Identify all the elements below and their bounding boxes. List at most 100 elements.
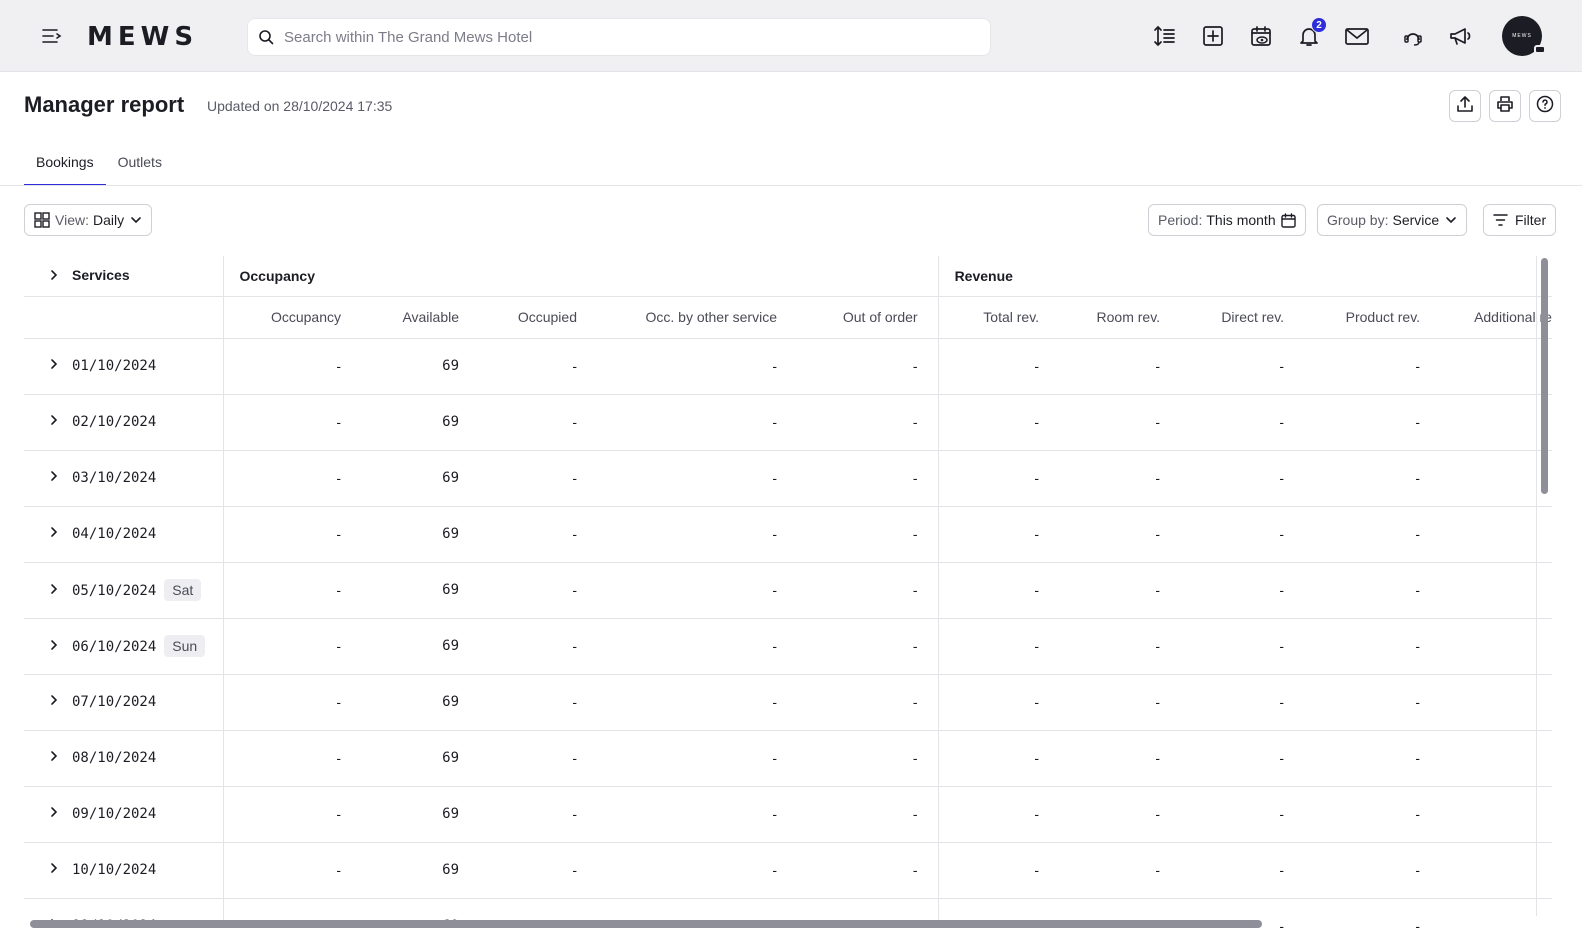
row-date-cell[interactable]: 05/10/2024 Sat <box>24 562 224 619</box>
table-cell: - <box>597 842 797 899</box>
chevron-right-icon[interactable] <box>48 470 66 486</box>
calendar-view-icon[interactable] <box>1245 20 1277 52</box>
row-date-cell[interactable]: 03/10/2024 <box>24 450 224 507</box>
column-header[interactable]: Occupancy <box>223 296 361 339</box>
column-header[interactable]: Direct rev. <box>1180 296 1305 339</box>
table-cell: - <box>938 842 1060 899</box>
sort-icon[interactable] <box>1149 20 1181 52</box>
chevron-right-icon[interactable] <box>48 414 66 430</box>
column-header[interactable]: Available <box>361 296 479 339</box>
help-button[interactable] <box>1529 90 1561 122</box>
chevron-right-icon[interactable] <box>48 526 66 542</box>
export-button[interactable] <box>1449 90 1481 122</box>
vertical-scrollbar[interactable] <box>1541 258 1548 494</box>
avatar[interactable]: MEWS <box>1502 16 1546 56</box>
filter-button[interactable]: Filter <box>1483 204 1557 236</box>
table-row[interactable]: 08/10/2024-69- - - - - - - <box>24 730 1552 787</box>
group-header-row: Services Occupancy Revenue <box>24 256 1552 297</box>
column-header[interactable]: Room rev. <box>1059 296 1181 339</box>
row-date: 08/10/2024 <box>72 750 157 766</box>
add-icon[interactable] <box>1197 20 1229 52</box>
help-icon <box>1536 95 1554 118</box>
row-date-cell[interactable]: 02/10/2024 <box>24 394 224 451</box>
table-row[interactable]: 04/10/2024-69- - - - - - - <box>24 506 1552 563</box>
table-cell: - <box>597 674 797 731</box>
services-header[interactable]: Services <box>24 256 224 297</box>
table-cell: - <box>223 450 361 507</box>
table-cell <box>1440 786 1552 843</box>
tab-bookings[interactable]: Bookings <box>24 146 106 186</box>
notification-badge: 2 <box>1311 17 1327 33</box>
chevron-right-icon[interactable] <box>48 806 66 822</box>
period-selector[interactable]: Period: This month <box>1148 204 1306 236</box>
table-row[interactable]: 02/10/2024-69- - - - - - - <box>24 394 1552 451</box>
tab-outlets[interactable]: Outlets <box>117 154 162 170</box>
view-label: View: <box>55 212 89 228</box>
row-date-cell[interactable]: 08/10/2024 <box>24 730 224 787</box>
support-icon[interactable] <box>1397 20 1429 52</box>
notifications-icon[interactable]: 2 <box>1293 17 1327 52</box>
row-date-cell[interactable]: 07/10/2024 <box>24 674 224 731</box>
logo[interactable]: MEWS <box>87 22 199 52</box>
chevron-right-icon[interactable] <box>48 750 66 766</box>
column-header[interactable]: Total rev. <box>938 296 1060 339</box>
table-row[interactable]: 09/10/2024-69- - - - - - - <box>24 786 1552 843</box>
table-cell: - <box>938 506 1060 563</box>
table-row[interactable]: 05/10/2024 Sat -69- - - - - - - <box>24 562 1552 619</box>
table-cell: 69 <box>361 450 479 507</box>
announcements-icon[interactable] <box>1445 20 1477 52</box>
mail-icon[interactable] <box>1341 20 1373 52</box>
group-by-selector[interactable]: Group by: Service <box>1317 204 1468 236</box>
row-date: 02/10/2024 <box>72 414 157 430</box>
table-row[interactable]: 01/10/2024-69- - - - - - - <box>24 338 1552 395</box>
table-cell: - <box>597 618 797 675</box>
horizontal-scrollbar[interactable] <box>30 920 1262 928</box>
tabs-divider <box>0 185 1582 186</box>
table-cell: - <box>1059 562 1181 619</box>
table-right-border <box>1536 256 1537 916</box>
chevron-right-icon[interactable] <box>48 639 66 655</box>
column-header[interactable]: Occupied <box>479 296 597 339</box>
avatar-text: MEWS <box>1512 33 1532 39</box>
search-icon <box>248 18 284 56</box>
view-selector[interactable]: View: Daily <box>24 204 153 236</box>
table-cell <box>1440 674 1552 731</box>
column-header[interactable]: Additional re <box>1440 296 1552 339</box>
table-cell: - <box>479 786 597 843</box>
table-cell: - <box>223 842 361 899</box>
column-header[interactable]: Out of order <box>797 296 939 339</box>
report-table-container[interactable]: Services Occupancy Revenue Occupancy Avai… <box>24 256 1552 928</box>
table-cell: 69 <box>361 618 479 675</box>
avatar-status-icon <box>1534 45 1546 54</box>
table-cell <box>1440 618 1552 675</box>
row-date-cell[interactable]: 06/10/2024 Sun <box>24 618 224 675</box>
row-date-cell[interactable]: 10/10/2024 <box>24 842 224 899</box>
search-input[interactable] <box>284 28 964 46</box>
search-bar[interactable] <box>247 18 991 56</box>
table-cell: - <box>479 338 597 395</box>
table-cell: 69 <box>361 506 479 563</box>
filter-icon <box>1493 214 1508 226</box>
column-header[interactable]: Occ. by other service <box>597 296 797 339</box>
print-button[interactable] <box>1489 90 1521 122</box>
table-row[interactable]: 03/10/2024-69- - - - - - - <box>24 450 1552 507</box>
table-row[interactable]: 06/10/2024 Sun -69- - - - - - - <box>24 618 1552 675</box>
table-row[interactable]: 07/10/2024-69- - - - - - - <box>24 674 1552 731</box>
table-cell: - <box>479 674 597 731</box>
table-cell: - <box>1304 394 1441 451</box>
menu-icon[interactable] <box>40 24 64 48</box>
table-row[interactable]: 10/10/2024-69- - - - - - - <box>24 842 1552 899</box>
column-header[interactable]: Product rev. <box>1304 296 1441 339</box>
table-cell: - <box>938 394 1060 451</box>
chevron-right-icon[interactable] <box>48 583 66 599</box>
table-cell: - <box>1304 842 1441 899</box>
grid-icon <box>34 212 50 228</box>
row-date-cell[interactable]: 09/10/2024 <box>24 786 224 843</box>
row-date-cell[interactable]: 04/10/2024 <box>24 506 224 563</box>
chevron-right-icon[interactable] <box>48 694 66 710</box>
row-date-cell[interactable]: 01/10/2024 <box>24 338 224 395</box>
chevron-right-icon[interactable] <box>48 862 66 878</box>
table-cell: - <box>223 338 361 395</box>
table-cell: - <box>1180 562 1305 619</box>
chevron-right-icon[interactable] <box>48 358 66 374</box>
